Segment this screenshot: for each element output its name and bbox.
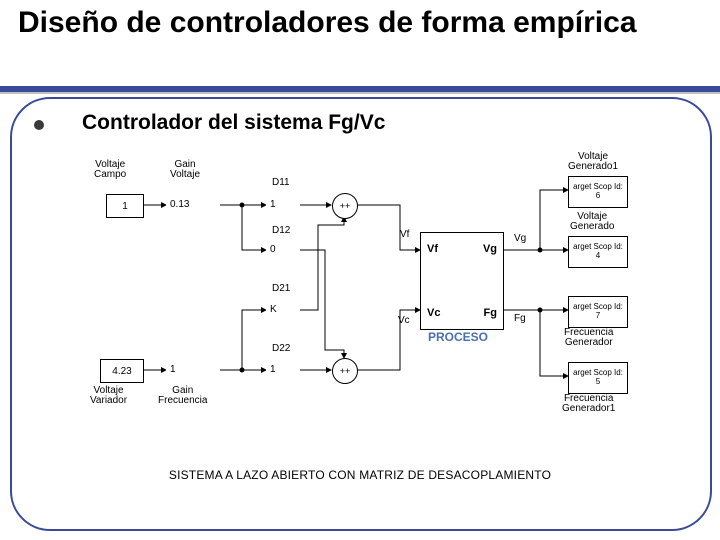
label-voltaje-generado: Voltaje Generado xyxy=(570,212,614,232)
scope-6: arget Scop Id: 6 xyxy=(568,176,628,208)
page-title: Diseño de controladores de forma empíric… xyxy=(18,6,702,41)
block-d22: 1 xyxy=(266,355,300,385)
scope-7: arget Scop Id: 7 xyxy=(568,296,628,328)
bullet-text: Controlador del sistema Fg/Vc xyxy=(82,111,385,135)
label-voltaje-variador: Voltaje Variador xyxy=(90,386,127,406)
scope-4-text: arget Scop Id: 4 xyxy=(570,243,626,261)
label-voltaje-generado1: Voltaje Generado1 xyxy=(568,152,618,172)
bullet-icon xyxy=(34,120,44,130)
scope-5-text: arget Scop Id: 5 xyxy=(570,369,626,387)
sum-bot-signs: ++ xyxy=(340,367,351,376)
label-proceso: PROCESO xyxy=(428,330,488,344)
d21-value: K xyxy=(270,304,277,315)
scope-7-text: arget Scop Id: 7 xyxy=(570,303,626,321)
gain-frecuencia: 1 xyxy=(166,355,200,385)
branch-dot xyxy=(538,248,543,253)
gain-frecuencia-value: 1 xyxy=(170,364,176,375)
const-vc-value: 1 xyxy=(122,201,128,212)
gain-voltaje-value: 0.13 xyxy=(170,199,189,210)
scope-4: arget Scop Id: 4 xyxy=(568,236,628,268)
proc-port-vf: Vf xyxy=(427,243,438,255)
process-block: Vf Vg Vc Fg xyxy=(420,232,504,330)
block-d21: K xyxy=(266,295,300,325)
scope-6-text: arget Scop Id: 6 xyxy=(570,183,626,201)
title-underline-thin xyxy=(0,92,720,94)
label-vg: Vg xyxy=(514,234,526,244)
proc-port-vg: Vg xyxy=(483,243,497,255)
branch-dot xyxy=(538,308,543,313)
scope-5: arget Scop Id: 5 xyxy=(568,362,628,394)
block-const-voltaje: 1 xyxy=(106,194,144,218)
proc-port-fg: Fg xyxy=(484,307,497,319)
block-d11: 1 xyxy=(266,190,300,220)
label-gain-voltaje: Gain Voltaje xyxy=(170,160,200,180)
label-frecuencia-generador1: Frecuencia Generador1 xyxy=(562,394,615,414)
branch-dot xyxy=(240,203,245,208)
label-vf: Vf xyxy=(400,230,409,240)
gain-voltaje: 0.13 xyxy=(166,190,200,220)
label-frecuencia-generador: Frecuencia Generador xyxy=(564,328,613,348)
diagram-caption: SISTEMA A LAZO ABIERTO CON MATRIZ DE DES… xyxy=(0,468,720,482)
sum-bot: ++ xyxy=(332,358,358,384)
d22-value: 1 xyxy=(270,364,276,375)
label-voltaje-campo: Voltaje Campo xyxy=(94,160,126,180)
sum-top-signs: ++ xyxy=(340,202,351,211)
block-diagram: Voltaje Campo Voltaje Variador Gain Volt… xyxy=(70,150,660,450)
branch-dot xyxy=(240,368,245,373)
d11-value: 1 xyxy=(270,199,276,210)
d12-value: 0 xyxy=(270,244,276,255)
label-d22: D22 xyxy=(272,344,290,354)
label-gain-frecuencia: Gain Frecuencia xyxy=(158,386,207,406)
const-vv-value: 4.23 xyxy=(112,366,131,377)
block-d12: 0 xyxy=(266,235,300,265)
label-vc: Vc xyxy=(398,316,410,326)
block-const-variador: 4.23 xyxy=(100,359,144,383)
sum-top: ++ xyxy=(332,193,358,219)
proc-port-vc: Vc xyxy=(427,307,440,319)
label-d11: D11 xyxy=(272,178,290,188)
label-d21: D21 xyxy=(272,284,290,294)
label-fg: Fg xyxy=(514,314,526,324)
